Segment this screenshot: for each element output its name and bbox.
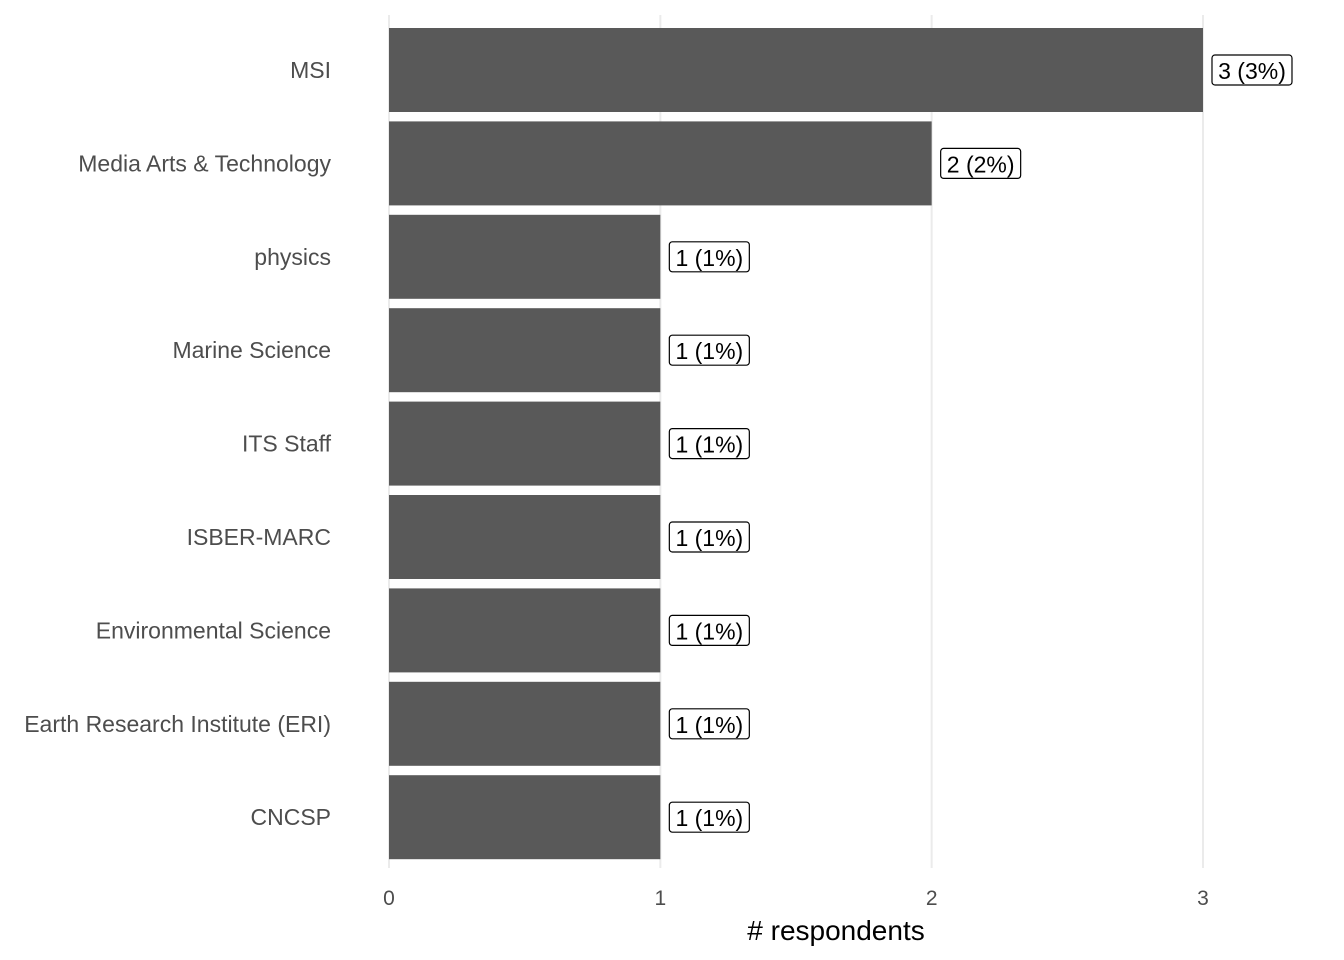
data-label-0: 3 (3%) [1211, 54, 1293, 86]
category-label-4: ITS Staff [242, 431, 332, 457]
data-label-5: 1 (1%) [668, 521, 750, 553]
x-axis-title: # respondents [747, 915, 924, 946]
data-label-2: 1 (1%) [668, 241, 750, 273]
bar-8 [389, 775, 661, 860]
category-labels: MSI Media Arts & Technology physics Marine … [24, 57, 331, 830]
x-tick-label-0: 0 [383, 887, 395, 910]
data-label-text-5: 1 (1%) [675, 525, 743, 551]
data-label-text-8: 1 (1%) [675, 805, 743, 831]
category-label-7: Earth Research Institute (ERI) [24, 711, 331, 737]
category-label-8: CNCSP [250, 804, 331, 830]
data-label-box-4 [668, 428, 750, 460]
bar-1 [389, 121, 932, 206]
category-label-6: Environmental Science [96, 617, 331, 643]
bar-4 [389, 401, 661, 486]
data-label-box-2 [668, 241, 750, 273]
category-label-2: physics [254, 244, 331, 270]
data-label-4: 1 (1%) [668, 428, 750, 460]
data-label-text-3: 1 (1%) [675, 338, 743, 364]
data-label-box-3 [668, 334, 750, 366]
bar-2 [389, 214, 661, 299]
bar-3 [389, 308, 661, 393]
data-label-box-1 [940, 147, 1022, 179]
x-tick-label-2: 2 [926, 887, 938, 910]
data-label-8: 1 (1%) [668, 801, 750, 833]
data-label-box-5 [668, 521, 750, 553]
data-label-text-0: 3 (3%) [1218, 58, 1286, 84]
data-label-box-0 [1211, 54, 1293, 86]
data-labels: 3 (3%) 2 (2%) 1 (1%) 1 (1%) 1 (1%) 1 (1%) 1 (1… [668, 54, 1293, 833]
data-label-3: 1 (1%) [668, 334, 750, 366]
data-label-text-6: 1 (1%) [675, 618, 743, 644]
data-label-box-6 [668, 614, 750, 647]
data-label-box-8 [668, 801, 750, 833]
bars [389, 28, 1203, 860]
bar-0 [389, 28, 1203, 112]
data-label-6: 1 (1%) [668, 614, 750, 647]
data-label-text-1: 2 (2%) [947, 151, 1015, 177]
x-tick-label-3: 3 [1197, 887, 1209, 910]
category-label-5: ISBER-MARC [187, 524, 331, 550]
data-label-text-4: 1 (1%) [675, 432, 743, 458]
x-tick-label-1: 1 [654, 887, 666, 910]
bar-7 [389, 681, 661, 766]
data-label-box-7 [668, 708, 750, 740]
data-label-7: 1 (1%) [668, 708, 750, 740]
bar-5 [389, 495, 661, 579]
category-label-1: Media Arts & Technology [78, 150, 331, 176]
category-label-3: Marine Science [172, 337, 331, 363]
x-axis-ticks: 0 1 2 3 [383, 887, 1209, 910]
category-label-0: MSI [290, 57, 331, 83]
data-label-1: 2 (2%) [940, 147, 1022, 179]
bar-6 [389, 588, 661, 673]
data-label-text-2: 1 (1%) [675, 245, 743, 271]
data-label-text-7: 1 (1%) [675, 712, 743, 738]
